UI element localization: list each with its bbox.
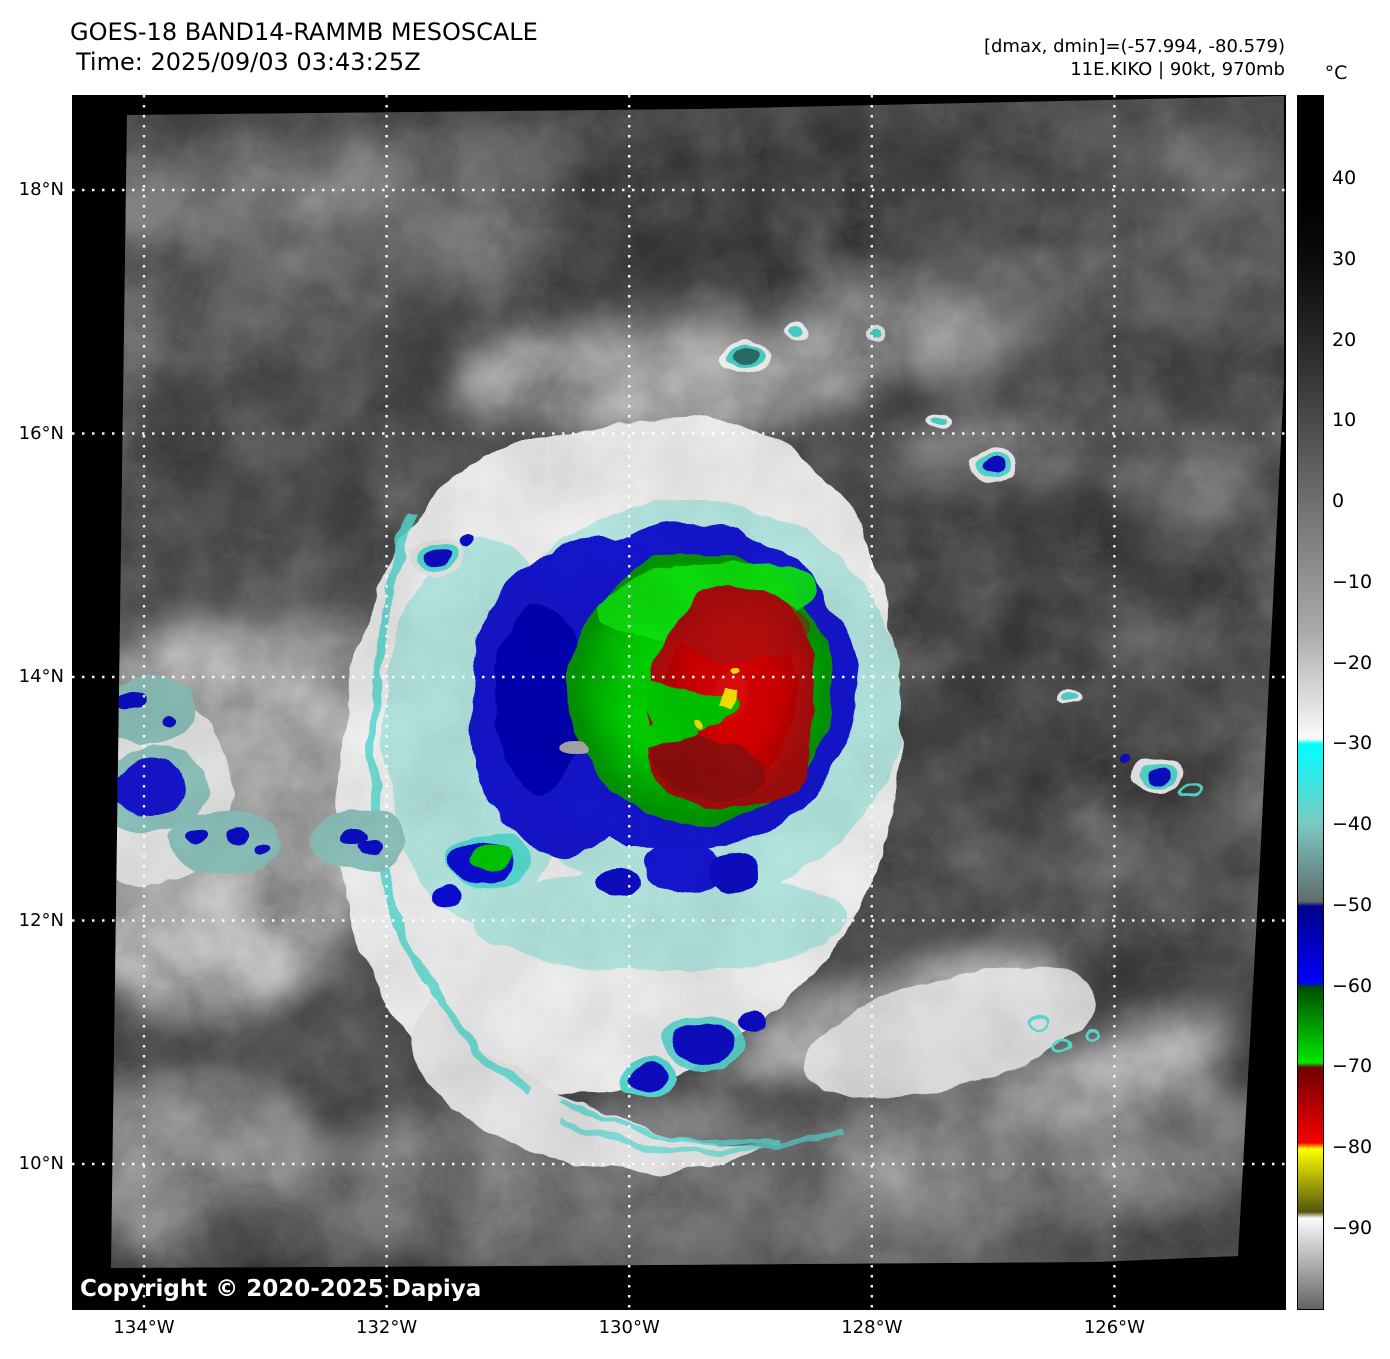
lon-tick-label: 134°W bbox=[113, 1317, 175, 1338]
map-plot-area: Copyright © 2020-2025 Dapiya bbox=[72, 95, 1286, 1310]
lon-tick-label: 130°W bbox=[598, 1317, 660, 1338]
lon-tick-label: 126°W bbox=[1083, 1317, 1145, 1338]
latlon-gridlines bbox=[72, 95, 1286, 1310]
colorbar-tick-label: 20 bbox=[1332, 328, 1357, 351]
copyright-label: Copyright © 2020-2025 Dapiya bbox=[80, 1276, 482, 1302]
lat-tick-label: 10°N bbox=[18, 1153, 64, 1174]
data-swath bbox=[111, 96, 1284, 1268]
timestamp: Time: 2025/09/03 03:43:25Z bbox=[76, 48, 421, 76]
colorbar-tick-label: 30 bbox=[1332, 247, 1357, 270]
lat-tick-label: 14°N bbox=[18, 666, 64, 687]
colorbar-tick-label: 0 bbox=[1332, 490, 1345, 513]
storm-info: 11E.KIKO | 90kt, 970mb bbox=[1070, 59, 1285, 80]
colorbar-tick-label: −60 bbox=[1332, 974, 1373, 997]
colorbar-tick-label: −10 bbox=[1332, 570, 1373, 593]
colorbar-unit-label: °C bbox=[1324, 62, 1348, 84]
lat-tick-label: 16°N bbox=[18, 422, 64, 444]
lat-tick-label: 18°N bbox=[18, 179, 64, 200]
colorbar-tick-label: −20 bbox=[1332, 651, 1373, 674]
colorbar-tick-label: −90 bbox=[1332, 1217, 1373, 1239]
dmax-dmin-readout: [dmax, dmin]=(-57.994, -80.579) bbox=[983, 36, 1285, 57]
lat-tick-label: 12°N bbox=[18, 909, 64, 931]
colorbar-tick-label: −80 bbox=[1332, 1136, 1373, 1159]
colorbar-tick-label: 10 bbox=[1332, 409, 1357, 432]
satellite-image bbox=[72, 95, 1286, 1310]
lon-tick-label: 132°W bbox=[356, 1317, 418, 1338]
colorbar-tick-label: −30 bbox=[1332, 732, 1373, 755]
page-title: GOES-18 BAND14-RAMMB MESOSCALE bbox=[70, 18, 538, 46]
colorbar-tick-label: −50 bbox=[1332, 893, 1373, 916]
lon-tick-label: 128°W bbox=[841, 1317, 903, 1338]
temperature-colorbar bbox=[1297, 95, 1324, 1310]
overall-grain bbox=[111, 96, 1284, 1268]
colorbar-tick-label: 40 bbox=[1332, 167, 1357, 189]
colorbar-tick-label: −70 bbox=[1332, 1055, 1373, 1078]
colorbar-tick-label: −40 bbox=[1332, 813, 1373, 836]
